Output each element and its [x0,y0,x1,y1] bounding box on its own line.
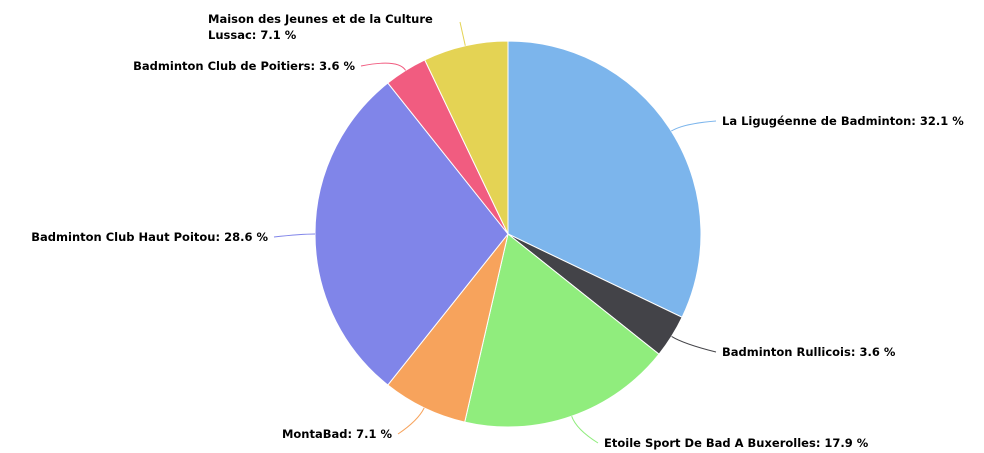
connector [671,335,717,353]
pie-slice [464,233,660,428]
label-value: 7.1 % [356,427,392,441]
connector [397,407,425,435]
label-separator: : [911,114,920,128]
label-separator: : [851,345,860,359]
label-separator: : [816,436,825,450]
label-name: Etoile Sport De Bad A Buxerolles [604,436,816,450]
data-label: Badminton Rullicois: 3.6 % [722,345,896,359]
label-value: 3.6 % [859,345,895,359]
data-label: Etoile Sport De Bad A Buxerolles: 17.9 % [604,436,869,450]
label-value: 28.6 % [224,230,268,244]
label-name: Maison des Jeunes et de la Culture [208,12,433,26]
connector [571,416,599,444]
label-name: Badminton Club de Poitiers [133,59,310,73]
label-value: 17.9 % [824,436,868,450]
pie-slice [314,82,509,386]
data-label: MontaBad: 7.1 % [282,427,393,441]
label-name: MontaBad [282,427,348,441]
connector [671,120,717,132]
label-value: 7.1 % [260,28,296,42]
label-separator: : [310,59,319,73]
label-separator: : [252,28,261,42]
data-label: Badminton Club de Poitiers: 3.6 % [133,59,355,73]
label-name: Lussac [208,28,252,42]
data-label: Maison des Jeunes et de la Culture Lussac… [208,12,433,42]
label-separator: : [347,427,356,441]
data-label: La Ligugéenne de Badminton: 32.1 % [722,114,964,128]
connector [459,21,466,46]
connector [273,233,316,238]
label-value: 3.6 % [319,59,355,73]
label-name: Badminton Club Haut Poitou [31,230,215,244]
label-name: Badminton Rullicois [722,345,851,359]
label-separator: : [215,230,224,244]
label-name: La Ligugéenne de Badminton [722,114,911,128]
label-value: 32.1 % [920,114,964,128]
data-label: Badminton Club Haut Poitou: 28.6 % [31,230,268,244]
connector [360,62,407,71]
